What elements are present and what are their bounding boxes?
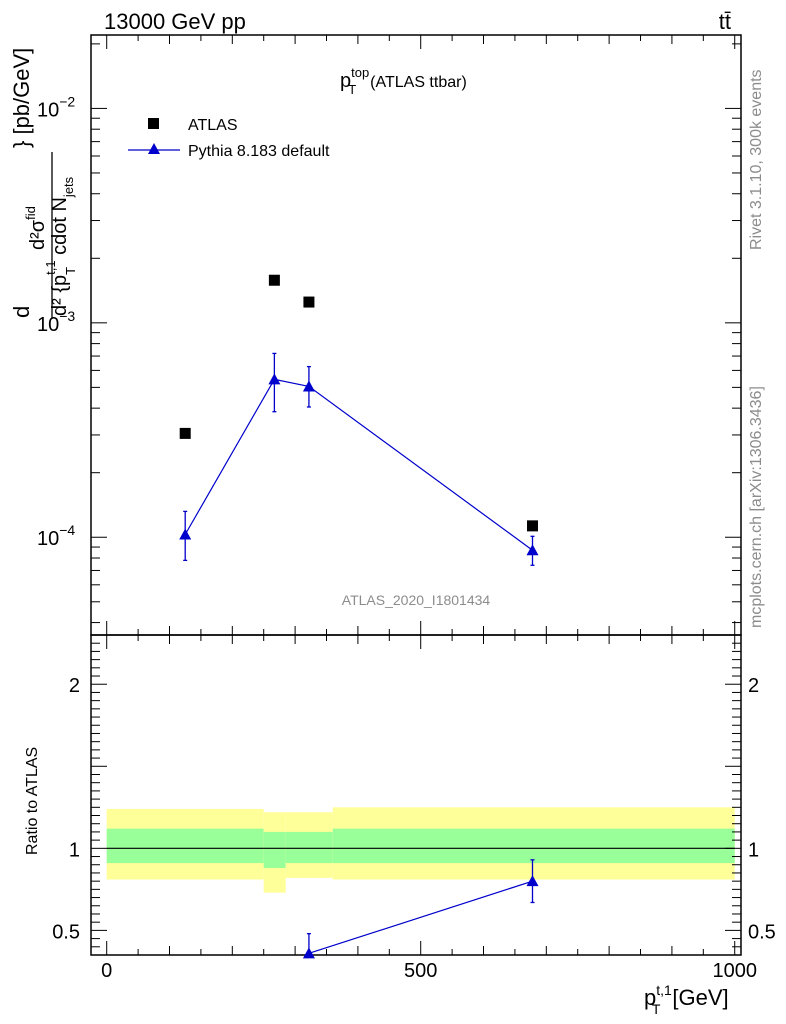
- plot-title: ptop T (ATLAS ttbar): [340, 65, 467, 97]
- ratio-y-axis-label: Ratio to ATLAS: [24, 747, 41, 855]
- legend: ATLAS Pythia 8.183 default: [128, 117, 330, 160]
- pythia-point: [268, 373, 281, 385]
- ratio-pythia-point: [526, 875, 539, 887]
- ratio-ytick-label-right: 1: [748, 839, 759, 861]
- rivet-version-label: Rivet 3.1.10, 300k events: [748, 69, 765, 250]
- x-axis-label: pt,1 T [GeV]: [644, 982, 729, 1017]
- pythia-point: [302, 380, 315, 392]
- main-series: [179, 274, 539, 566]
- main-y-axis-label: d d²σfid d² {pTt,1 cdot Njets } [pb/GeV]: [9, 48, 78, 318]
- legend-pythia-marker: [148, 143, 160, 154]
- x-tick-labels: 0 500 1000: [101, 960, 757, 982]
- ratio-band-green-1: [263, 831, 286, 869]
- ratio-series: [302, 859, 539, 959]
- main-axis-ticks: [91, 35, 741, 635]
- ratio-axis-ticks: [91, 635, 741, 955]
- svg-text:d²σfid: d²σfid: [23, 206, 49, 250]
- pythia-point: [526, 544, 539, 556]
- ratio-ytick-label-right: 0.5: [748, 921, 776, 943]
- atlas-point: [303, 296, 315, 308]
- ratio-pythia-point: [302, 947, 315, 959]
- x-tick-label: 1000: [712, 960, 757, 982]
- source-label: mcplots.cern.ch [arXiv:1306.3436]: [748, 386, 765, 628]
- svg-text:d: d: [9, 306, 34, 318]
- x-tick-label: 500: [404, 960, 437, 982]
- analysis-tag: ATLAS_2020_I1801434: [342, 592, 491, 608]
- ratio-ytick-label-left: 2: [69, 675, 80, 697]
- atlas-point: [526, 520, 538, 532]
- process-label: tt̄: [719, 9, 731, 34]
- ratio-band-green-3: [332, 828, 735, 864]
- ratio-panel-frame: [90, 634, 742, 956]
- main-y-tick-labels: 10−4 10−3 10−2: [37, 93, 75, 550]
- ratio-ytick-label-left: 1: [69, 839, 80, 861]
- legend-atlas-label: ATLAS: [188, 117, 238, 134]
- svg-text:d² {pTt,1 cdot Njets: d² {pTt,1 cdot Njets: [43, 176, 78, 316]
- ratio-pythia-line: [308, 880, 533, 954]
- energy-label: 13000 GeV pp: [104, 9, 246, 34]
- ratio-bands: [106, 807, 735, 893]
- ratio-band-green-2: [285, 831, 333, 864]
- ratio-ytick-label-right: 2: [748, 675, 759, 697]
- legend-pythia-label: Pythia 8.183 default: [188, 143, 330, 160]
- atlas-point: [179, 427, 191, 439]
- main-ytick-label: 10−4: [37, 522, 75, 550]
- ratio-ytick-label-left: 0.5: [52, 921, 80, 943]
- x-tick-label: 0: [101, 960, 112, 982]
- atlas-point: [268, 274, 280, 286]
- ratio-band-green-0: [106, 828, 264, 864]
- ratio-y-tick-labels: 0.5 0.5 1 1 2 2: [52, 675, 776, 943]
- pythia-line: [184, 378, 533, 551]
- pythia-point: [179, 528, 192, 540]
- main-ytick-label: 10−2: [37, 93, 75, 121]
- svg-text:} [pb/GeV]: } [pb/GeV]: [9, 48, 34, 148]
- main-ytick-label: 10−3: [37, 308, 75, 336]
- legend-atlas-marker: [148, 118, 159, 129]
